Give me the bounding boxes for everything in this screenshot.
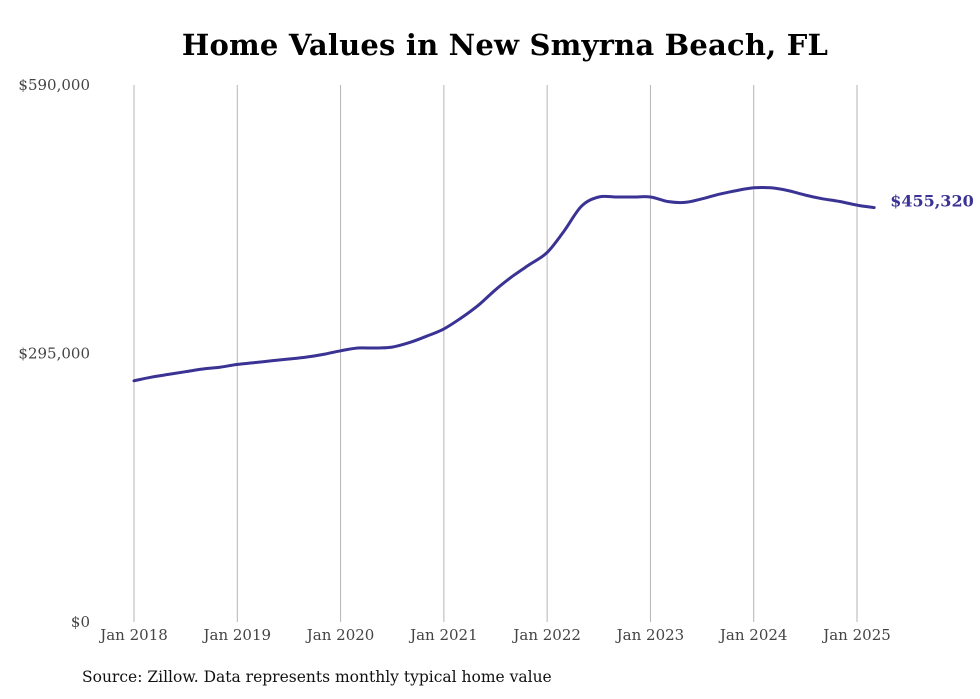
chart-title: Home Values in New Smyrna Beach, FL (181, 28, 829, 62)
y-tick-label: $295,000 (18, 345, 90, 363)
y-tick-label: $0 (71, 613, 90, 631)
chart-plot: $0$295,000$590,000 Jan 2018 Jan 2019 Jan 2… (18, 76, 974, 644)
x-tick-label: Jan 2023 (615, 626, 685, 644)
source-note: Source: Zillow. Data represents monthly … (82, 668, 552, 686)
x-axis-ticks: Jan 2018 Jan 2019 Jan 2020 Jan 2021 Jan 2022… (98, 626, 891, 644)
y-tick-label: $590,000 (18, 76, 90, 94)
y-axis-ticks: $0 $295,000 $590,000 (18, 76, 90, 631)
x-tick-label: Jan 2020 (305, 626, 375, 644)
x-tick-label: Jan 2019 (202, 626, 272, 644)
x-tick-label: Jan 2018 (98, 626, 168, 644)
x-tick-label: Jan 2021 (408, 626, 478, 644)
x-tick-label: Jan 2022 (511, 626, 581, 644)
grid-layer (133, 85, 858, 622)
last-value-label: $455,320 (890, 192, 974, 211)
x-tick-label: Jan 2025 (821, 626, 891, 644)
x-tick-label: Jan 2024 (718, 626, 788, 644)
home-value-line (132, 186, 876, 383)
